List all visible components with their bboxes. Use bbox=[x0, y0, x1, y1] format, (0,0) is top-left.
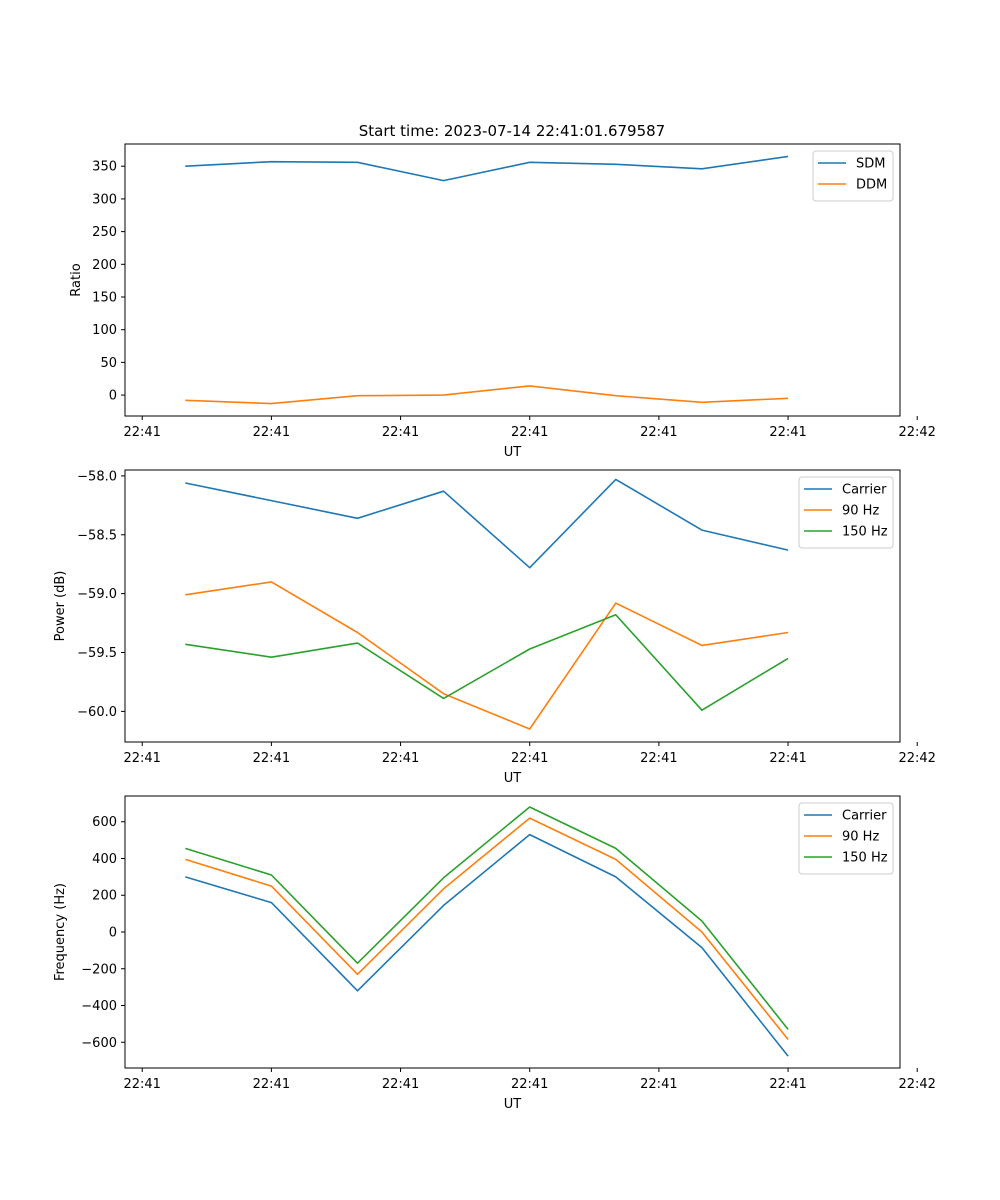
series-line-carrier bbox=[185, 478, 789, 569]
y-tick-label: −59.5 bbox=[77, 646, 117, 661]
y-tick-label: 50 bbox=[100, 356, 117, 371]
y-tick-label: −600 bbox=[81, 1036, 117, 1051]
x-tick-label: 22:41 bbox=[123, 1077, 160, 1092]
series-line-sdm bbox=[185, 155, 789, 182]
x-tick-label: 22:41 bbox=[640, 751, 677, 766]
legend: Carrier 90 Hz 150 Hz bbox=[798, 476, 894, 549]
x-tick-label: 22:41 bbox=[123, 425, 160, 440]
series-line-150-hz bbox=[185, 613, 789, 712]
y-tick-label: −58.0 bbox=[77, 469, 117, 484]
x-tick-label: 22:41 bbox=[640, 425, 677, 440]
legend-entry: Carrier bbox=[842, 483, 887, 498]
y-tick-label: 300 bbox=[92, 192, 117, 207]
axes-frame bbox=[124, 143, 901, 417]
x-tick-label: 22:41 bbox=[382, 751, 419, 766]
y-tick-label: 150 bbox=[92, 291, 117, 306]
subplot-1: 22:41 22:41 22:41 22:41 22:41 22:41 22:42 0 50 10… bbox=[69, 143, 936, 460]
y-tick-label: −59.0 bbox=[77, 587, 117, 602]
y-tick-label: 200 bbox=[92, 889, 117, 904]
y-tick-label: −400 bbox=[81, 999, 117, 1014]
legend-entry: 90 Hz bbox=[842, 504, 879, 519]
x-tick-label: 22:42 bbox=[898, 751, 935, 766]
x-tick-label: 22:41 bbox=[769, 1077, 806, 1092]
x-tick-label: 22:41 bbox=[769, 751, 806, 766]
y-tick-label: 250 bbox=[92, 225, 117, 240]
y-tick-label: 350 bbox=[92, 160, 117, 175]
y-tick-label: 0 bbox=[109, 926, 117, 941]
legend-entry: 90 Hz bbox=[842, 830, 879, 845]
legend-entry: 150 Hz bbox=[842, 525, 888, 540]
legend: SDM DDM bbox=[812, 150, 894, 202]
x-tick-label: 22:41 bbox=[123, 751, 160, 766]
x-tick-label: 22:41 bbox=[769, 425, 806, 440]
x-tick-label: 22:41 bbox=[511, 425, 548, 440]
series-line-ddm bbox=[185, 385, 789, 405]
x-axis-label: UT bbox=[504, 1097, 522, 1112]
axes-frame bbox=[124, 469, 901, 743]
x-tick-label: 22:41 bbox=[253, 751, 290, 766]
y-tick-label: 0 bbox=[109, 389, 117, 404]
subplot-3: 22:41 22:41 22:41 22:41 22:41 22:41 22:42 −600 −… bbox=[53, 795, 936, 1112]
x-tick-label: 22:41 bbox=[253, 1077, 290, 1092]
axes-frame bbox=[124, 795, 901, 1069]
x-tick-label: 22:41 bbox=[382, 425, 419, 440]
x-tick-label: 22:41 bbox=[253, 425, 290, 440]
series-line-90-hz bbox=[185, 817, 789, 1041]
x-tick-label: 22:41 bbox=[382, 1077, 419, 1092]
series-line-90-hz bbox=[185, 581, 789, 730]
y-tick-label: −60.0 bbox=[77, 705, 117, 720]
y-axis-label: Power (dB) bbox=[53, 571, 68, 642]
series-line-carrier bbox=[185, 833, 789, 1057]
x-tick-label: 22:41 bbox=[640, 1077, 677, 1092]
legend: Carrier 90 Hz 150 Hz bbox=[798, 802, 894, 875]
chart-title: Start time: 2023-07-14 22:41:01.679587 bbox=[359, 122, 665, 140]
subplots: 22:41 22:41 22:41 22:41 22:41 22:41 22:42 0 50 10… bbox=[53, 143, 936, 1112]
legend-entry: Carrier bbox=[842, 809, 887, 824]
legend-entry: SDM bbox=[856, 157, 885, 172]
legend-entry: 150 Hz bbox=[842, 851, 888, 866]
y-tick-label: 200 bbox=[92, 258, 117, 273]
y-tick-label: −58.5 bbox=[77, 528, 117, 543]
x-tick-label: 22:41 bbox=[511, 1077, 548, 1092]
x-tick-label: 22:42 bbox=[898, 425, 935, 440]
x-axis-label: UT bbox=[504, 445, 522, 460]
legend-entry: DDM bbox=[856, 178, 887, 193]
y-axis-label: Ratio bbox=[69, 263, 84, 296]
y-tick-label: 600 bbox=[92, 815, 117, 830]
y-tick-label: 400 bbox=[92, 852, 117, 867]
y-tick-label: −200 bbox=[81, 962, 117, 977]
x-axis-label: UT bbox=[504, 771, 522, 786]
y-axis-label: Frequency (Hz) bbox=[53, 883, 68, 981]
subplot-2: 22:41 22:41 22:41 22:41 22:41 22:41 22:42 −60.0… bbox=[53, 469, 936, 786]
x-tick-label: 22:41 bbox=[511, 751, 548, 766]
y-tick-label: 100 bbox=[92, 323, 117, 338]
series-line-150-hz bbox=[185, 806, 789, 1030]
x-tick-label: 22:42 bbox=[898, 1077, 935, 1092]
